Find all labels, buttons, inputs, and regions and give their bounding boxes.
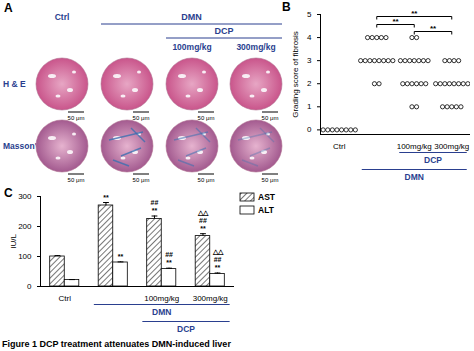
svg-text:100: 100 [18, 252, 32, 261]
svg-text:**: ** [215, 264, 221, 271]
svg-text:**: ** [118, 253, 124, 260]
svg-text:△△: △△ [197, 209, 209, 217]
svg-text:2: 2 [307, 79, 312, 88]
html-text:C: C [4, 186, 13, 200]
svg-text:##: ## [199, 217, 207, 224]
svg-text:300: 300 [18, 192, 32, 201]
svg-text:##: ## [165, 251, 173, 258]
svg-text:50 μm: 50 μm [198, 115, 215, 121]
svg-text:DMN: DMN [181, 12, 202, 22]
svg-text:**: ** [152, 207, 158, 214]
html-text:B: B [282, 0, 291, 14]
html-text:Figure 1 DCP treatment attenua: Figure 1 DCP treatment attenuates DMN-in… [2, 339, 231, 349]
svg-text:200: 200 [18, 222, 32, 231]
svg-text:AST: AST [258, 192, 276, 202]
svg-text:**: ** [430, 24, 437, 33]
svg-text:Masson's: Masson's [3, 141, 42, 151]
svg-text:##: ## [214, 256, 222, 263]
svg-text:DMN: DMN [152, 307, 171, 317]
svg-text:IU/L: IU/L [9, 234, 18, 249]
svg-text:100mg/kg: 100mg/kg [172, 42, 211, 52]
svg-text:50 μm: 50 μm [262, 177, 279, 183]
svg-text:100mg/kg: 100mg/kg [144, 294, 179, 303]
svg-text:**: ** [200, 225, 206, 232]
svg-text:300mg/kg: 300mg/kg [236, 42, 275, 52]
svg-text:50 μm: 50 μm [68, 177, 85, 183]
svg-text:50 μm: 50 μm [133, 115, 150, 121]
svg-text:△△: △△ [212, 248, 224, 256]
svg-text:**: ** [411, 9, 418, 18]
svg-text:0: 0 [307, 125, 312, 134]
svg-text:5: 5 [307, 10, 312, 19]
svg-text:Ctrl: Ctrl [59, 294, 72, 303]
svg-text:H & E: H & E [3, 79, 26, 89]
svg-text:**: ** [166, 259, 172, 266]
svg-text:0: 0 [27, 282, 32, 291]
svg-text:3: 3 [307, 56, 312, 65]
svg-text:50 μm: 50 μm [133, 177, 150, 183]
svg-text:100mg/kg: 100mg/kg [397, 142, 432, 151]
svg-text:4: 4 [307, 33, 312, 42]
svg-text:DCP: DCP [177, 324, 195, 334]
svg-text:A: A [4, 1, 13, 15]
svg-text:Grading score of fibrosis: Grading score of fibrosis [291, 31, 300, 118]
svg-text:DMN: DMN [405, 172, 424, 182]
svg-text:**: ** [103, 194, 109, 201]
svg-text:Ctrl: Ctrl [333, 142, 346, 151]
svg-text:**: ** [392, 17, 399, 26]
svg-text:1: 1 [307, 102, 312, 111]
svg-text:ALT: ALT [258, 205, 275, 215]
svg-text:DCP: DCP [424, 155, 442, 165]
svg-text:DCP: DCP [214, 26, 233, 36]
svg-text:Ctrl: Ctrl [55, 12, 70, 22]
svg-text:300mg/kg: 300mg/kg [434, 142, 469, 151]
svg-text:##: ## [151, 199, 159, 206]
svg-text:50 μm: 50 μm [262, 115, 279, 121]
svg-text:300mg/kg: 300mg/kg [193, 294, 228, 303]
svg-text:50 μm: 50 μm [68, 115, 85, 121]
svg-text:50 μm: 50 μm [198, 177, 215, 183]
